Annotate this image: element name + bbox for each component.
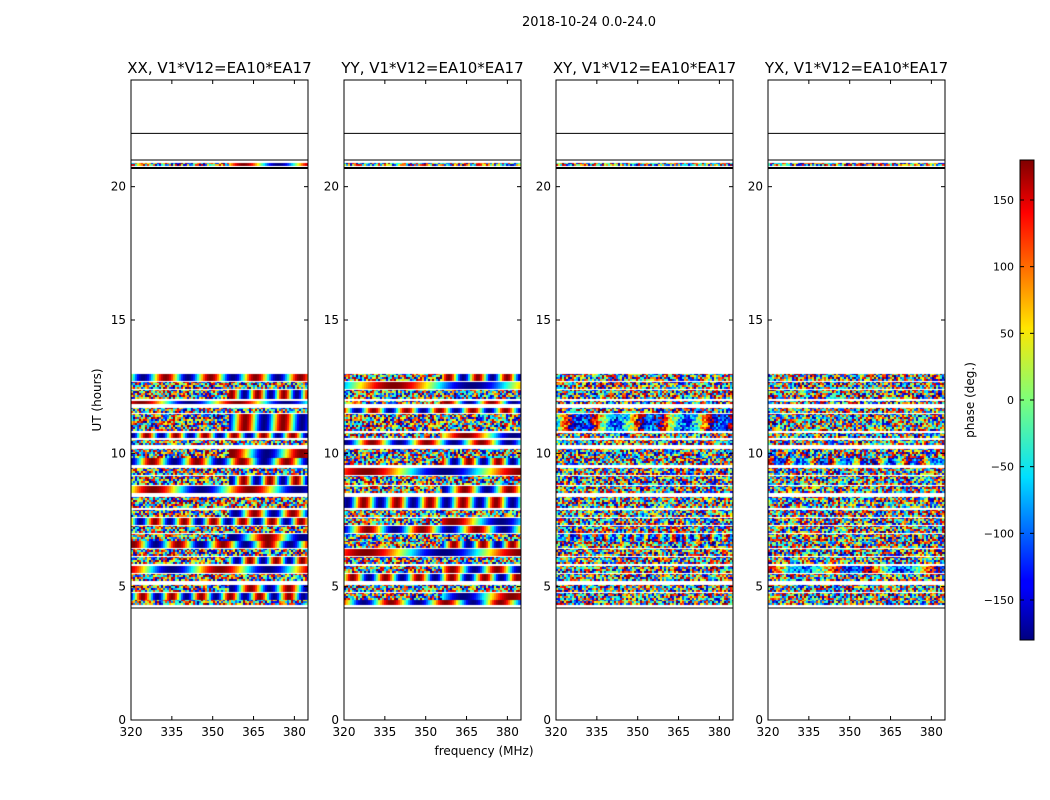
x-axis-label: frequency (MHz) (434, 744, 533, 758)
heatmap-image (131, 80, 308, 720)
x-tick-label: 365 (242, 725, 265, 739)
y-tick-label: 0 (543, 713, 551, 727)
x-tick-label: 320 (545, 725, 568, 739)
y-tick-label: 15 (324, 313, 339, 327)
colorbar-tick-label: −150 (984, 594, 1014, 607)
x-tick-label: 335 (797, 725, 820, 739)
panel-title: YY, V1*V12=EA10*EA17 (340, 59, 523, 77)
y-axis-label: UT (hours) (90, 368, 104, 431)
panel: XX, V1*V12=EA10*EA17 320 335 350 365 380 0 5 10 1… (111, 59, 312, 739)
colorbar-tick-label: 150 (993, 194, 1014, 207)
colorbar-label: phase (deg.) (963, 362, 977, 438)
y-tick-label: 20 (111, 180, 126, 194)
x-tick-label: 350 (201, 725, 224, 739)
x-tick-label: 335 (160, 725, 183, 739)
heatmap-image (768, 80, 945, 720)
heatmap-image (556, 80, 733, 720)
colorbar-tick-label: 100 (993, 261, 1014, 274)
y-tick-label: 15 (111, 313, 126, 327)
y-tick-label: 5 (755, 580, 763, 594)
x-tick-label: 380 (283, 725, 306, 739)
y-tick-label: 10 (748, 446, 763, 460)
x-tick-label: 320 (333, 725, 356, 739)
y-tick-label: 10 (536, 446, 551, 460)
figure-suptitle: 2018-10-24 0.0-24.0 (522, 15, 656, 30)
colorbar: −150 −100 −50 0 50 100 150 (984, 159, 1035, 641)
x-tick-label: 350 (838, 725, 861, 739)
y-tick-label: 0 (755, 713, 763, 727)
x-tick-label: 350 (414, 725, 437, 739)
x-tick-label: 320 (757, 725, 780, 739)
y-tick-label: 15 (748, 313, 763, 327)
y-tick-label: 5 (118, 580, 126, 594)
colorbar-tick-label: 50 (1000, 327, 1014, 340)
panel-frame (555, 79, 734, 721)
panel-frame (343, 79, 522, 721)
panel: YY, V1*V12=EA10*EA17 320 335 350 365 380 0 5 10 1… (324, 59, 524, 739)
x-tick-label: 335 (585, 725, 608, 739)
y-tick-label: 20 (324, 180, 339, 194)
x-tick-label: 365 (455, 725, 478, 739)
heatmap-image (344, 80, 521, 720)
y-tick-label: 0 (118, 713, 126, 727)
panels: XX, V1*V12=EA10*EA17 320 335 350 365 380 0 5 10 1… (111, 59, 948, 739)
y-tick-label: 5 (331, 580, 339, 594)
colorbar-tick-label: −100 (984, 527, 1014, 540)
colorbar-tick-label: −50 (991, 461, 1014, 474)
panel: XY, V1*V12=EA10*EA17 320 335 350 365 380 0 5 10 1… (536, 59, 736, 739)
y-tick-label: 0 (331, 713, 339, 727)
panel-frame (130, 79, 309, 721)
x-tick-label: 350 (626, 725, 649, 739)
panel-title: XX, V1*V12=EA10*EA17 (127, 59, 311, 77)
y-tick-label: 20 (748, 180, 763, 194)
y-tick-label: 10 (324, 446, 339, 460)
x-tick-label: 380 (920, 725, 943, 739)
x-tick-label: 380 (496, 725, 519, 739)
y-tick-label: 5 (543, 580, 551, 594)
y-tick-label: 15 (536, 313, 551, 327)
panel-title: YX, V1*V12=EA10*EA17 (764, 59, 948, 77)
x-tick-label: 365 (667, 725, 690, 739)
y-tick-label: 20 (536, 180, 551, 194)
x-tick-label: 320 (120, 725, 143, 739)
panel-frame (767, 79, 946, 721)
panel: YX, V1*V12=EA10*EA17 320 335 350 365 380 0 5 10 1… (748, 59, 948, 739)
x-tick-label: 380 (708, 725, 731, 739)
x-tick-label: 335 (373, 725, 396, 739)
y-tick-label: 10 (111, 446, 126, 460)
x-tick-label: 365 (879, 725, 902, 739)
colorbar-tick-label: 0 (1007, 394, 1014, 407)
panel-title: XY, V1*V12=EA10*EA17 (553, 59, 736, 77)
